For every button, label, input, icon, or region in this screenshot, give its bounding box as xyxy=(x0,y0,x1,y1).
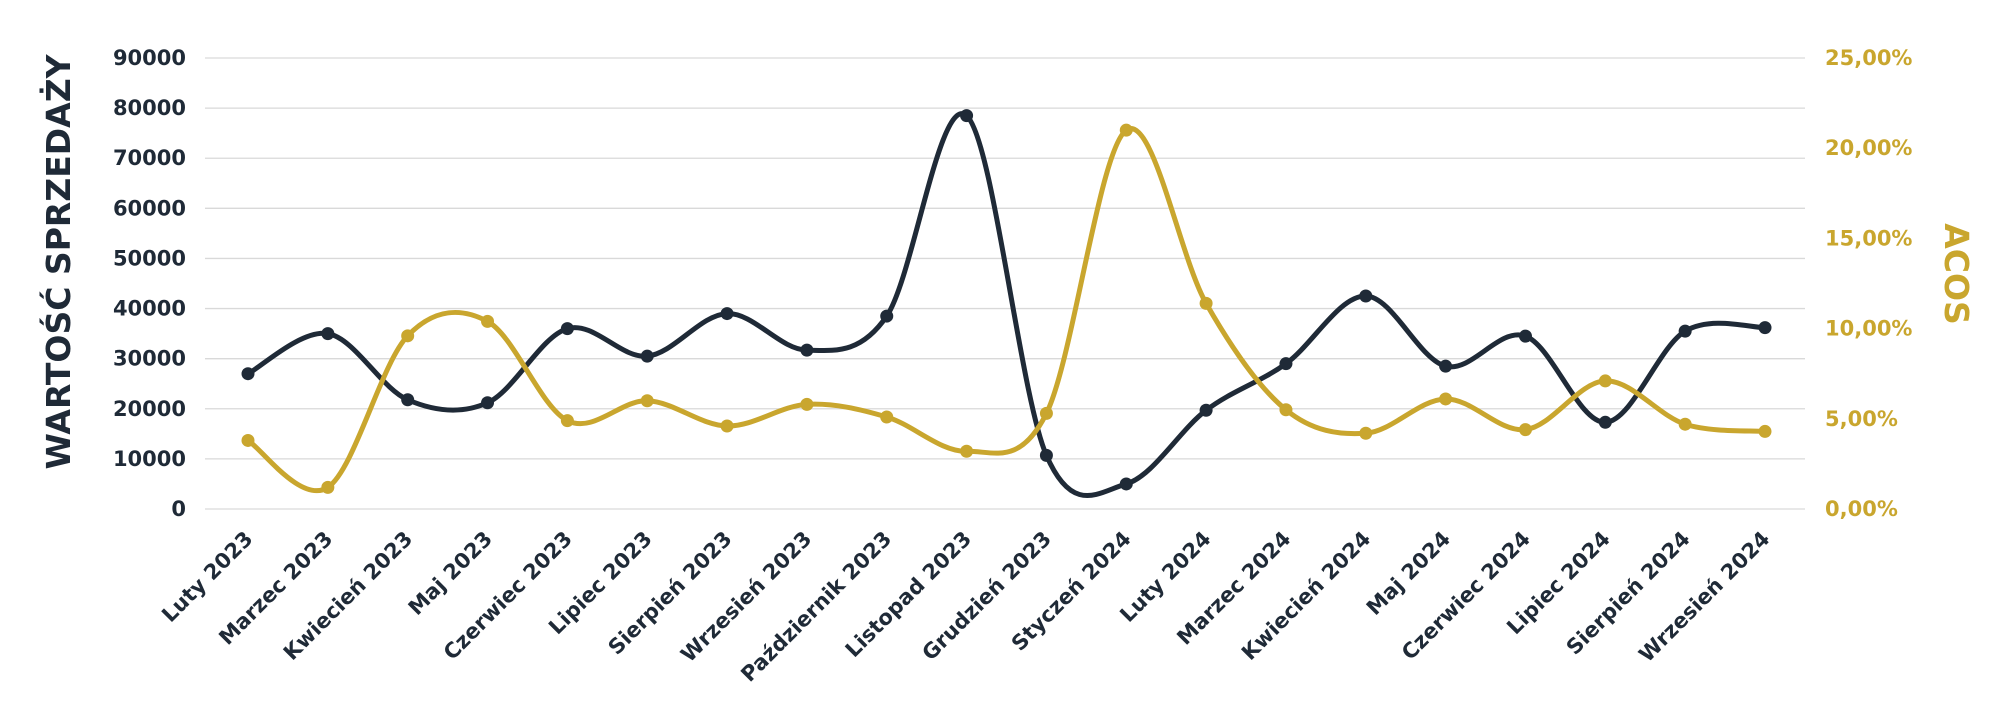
data-point xyxy=(720,307,734,321)
series-1 xyxy=(241,109,1772,498)
data-point xyxy=(241,433,255,447)
right-axis-title: ACOS xyxy=(1937,223,1976,325)
data-point xyxy=(1518,423,1532,437)
data-point xyxy=(1359,426,1373,440)
data-point xyxy=(640,349,654,363)
data-point xyxy=(1119,123,1133,137)
data-point xyxy=(321,480,335,494)
right-tick-label: 5,00% xyxy=(1825,407,1898,431)
left-tick-label: 10000 xyxy=(113,447,186,471)
series-line xyxy=(245,111,1768,498)
left-tick-label: 20000 xyxy=(113,397,186,421)
data-point xyxy=(1758,321,1772,335)
x-tick-label: Październik 2023 xyxy=(736,527,896,687)
left-axis-ticks: 0 10000 20000 30000 40000 50000 60000 70000 8000… xyxy=(113,46,186,521)
right-tick-label: 15,00% xyxy=(1825,226,1912,250)
data-point xyxy=(1199,296,1213,310)
data-point xyxy=(241,367,255,381)
data-point xyxy=(481,396,495,410)
left-tick-label: 50000 xyxy=(113,246,186,270)
left-tick-label: 80000 xyxy=(113,96,186,120)
data-point xyxy=(1119,477,1133,491)
data-point xyxy=(640,394,654,408)
data-point xyxy=(401,329,415,343)
left-tick-label: 60000 xyxy=(113,196,186,220)
left-tick-label: 30000 xyxy=(113,347,186,371)
data-point xyxy=(1439,359,1453,373)
left-tick-label: 70000 xyxy=(113,146,186,170)
data-point xyxy=(1598,374,1612,388)
data-point xyxy=(1598,415,1612,429)
left-tick-label: 90000 xyxy=(113,46,186,70)
data-point xyxy=(800,397,814,411)
data-point xyxy=(560,322,574,336)
data-point xyxy=(880,410,894,424)
data-point xyxy=(960,444,974,458)
right-tick-label: 10,00% xyxy=(1825,317,1912,341)
data-point xyxy=(481,314,495,328)
data-point xyxy=(1039,406,1053,420)
data-point xyxy=(1279,357,1293,371)
data-point xyxy=(960,109,974,123)
data-point xyxy=(1758,424,1772,438)
right-axis-ticks: 0,00% 5,00% 10,00% 15,00% 20,00% 25,00% xyxy=(1825,46,1912,521)
left-tick-label: 40000 xyxy=(113,297,186,321)
data-point xyxy=(1039,448,1053,462)
data-point xyxy=(1359,289,1373,303)
data-point xyxy=(560,414,574,428)
data-point xyxy=(1279,403,1293,417)
data-point xyxy=(880,309,894,323)
data-point xyxy=(1199,403,1213,417)
data-point xyxy=(1678,324,1692,338)
data-point xyxy=(321,327,335,341)
right-tick-label: 0,00% xyxy=(1825,497,1898,521)
right-tick-label: 25,00% xyxy=(1825,46,1912,70)
left-tick-label: 0 xyxy=(171,497,186,521)
gridlines xyxy=(205,57,1805,510)
left-axis-title: WARTOŚĆ SPRZEDAŻY xyxy=(38,53,78,469)
data-point xyxy=(800,343,814,357)
data-point xyxy=(1518,329,1532,343)
data-point xyxy=(1678,417,1692,431)
right-tick-label: 20,00% xyxy=(1825,136,1912,160)
data-point xyxy=(720,419,734,433)
series-2 xyxy=(241,123,1772,494)
series-line xyxy=(245,126,1768,493)
data-point xyxy=(401,393,415,407)
series-layer xyxy=(241,109,1772,498)
data-point xyxy=(1439,392,1453,406)
